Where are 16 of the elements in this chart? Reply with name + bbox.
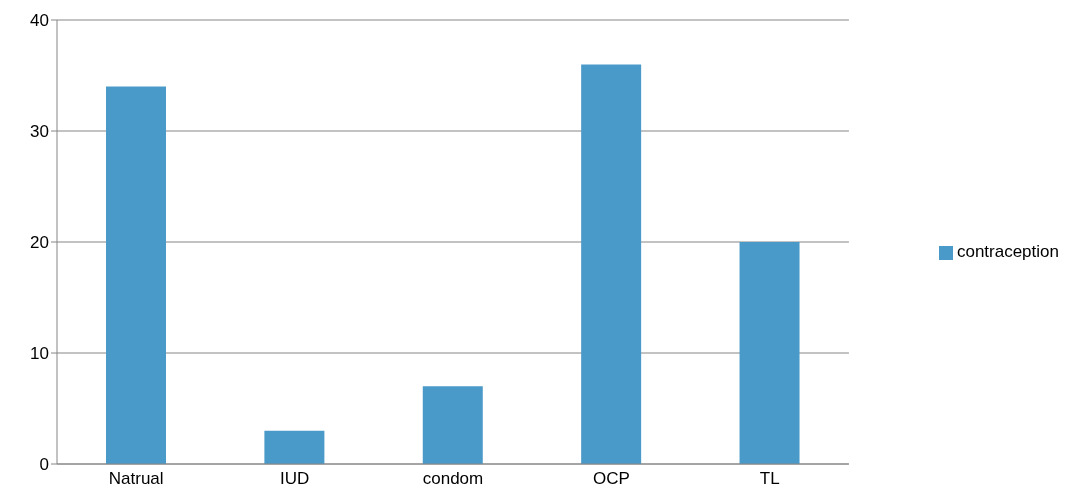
bar xyxy=(106,86,166,464)
y-tick-label: 20 xyxy=(30,233,49,253)
x-tick-label: TL xyxy=(759,469,780,489)
x-tick-label: IUD xyxy=(279,469,310,489)
bar xyxy=(264,430,325,464)
x-tick-label: OCP xyxy=(592,469,630,489)
y-tick-label: 40 xyxy=(30,11,49,31)
x-tick-label: condom xyxy=(422,469,484,489)
legend-label: contraception xyxy=(956,242,1059,261)
bar xyxy=(739,242,800,464)
y-tick-label: 0 xyxy=(39,455,49,475)
bar xyxy=(581,64,642,464)
y-tick-label: 30 xyxy=(30,122,49,142)
y-tick-label: 10 xyxy=(30,344,49,364)
x-tick-label: Natrual xyxy=(108,469,164,489)
bar xyxy=(422,386,483,464)
